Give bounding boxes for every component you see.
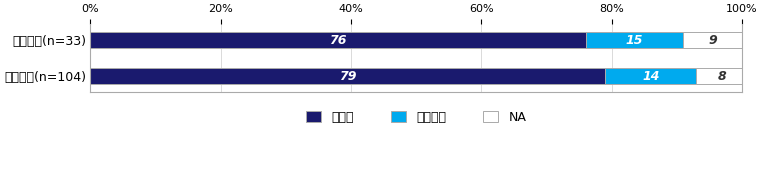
Text: 76: 76 bbox=[329, 34, 347, 47]
Bar bbox=[91, 32, 586, 48]
Legend: あった, なかった, NA: あった, なかった, NA bbox=[301, 106, 531, 129]
Text: 8: 8 bbox=[718, 70, 727, 83]
Bar bbox=[696, 68, 748, 84]
Bar bbox=[684, 32, 742, 48]
Bar bbox=[586, 32, 684, 48]
Text: 15: 15 bbox=[626, 34, 643, 47]
Bar bbox=[605, 68, 696, 84]
Bar bbox=[91, 68, 605, 84]
Text: 79: 79 bbox=[339, 70, 357, 83]
Text: 9: 9 bbox=[709, 34, 717, 47]
Text: 14: 14 bbox=[642, 70, 660, 83]
